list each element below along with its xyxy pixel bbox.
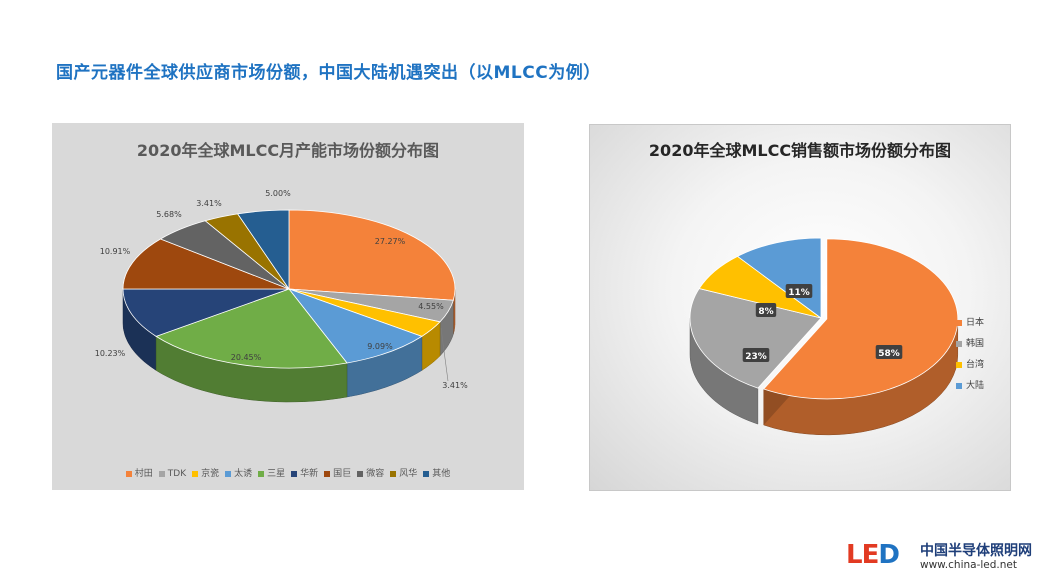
legend-label: 华新 bbox=[300, 469, 319, 479]
legend-item-1: TDK bbox=[158, 469, 187, 479]
pie-slice-6 bbox=[122, 238, 290, 290]
legend-label: 微容 bbox=[366, 469, 385, 479]
legend-label: 村田 bbox=[134, 469, 153, 479]
logo-site-name: 中国半导体照明网 bbox=[920, 543, 1032, 559]
leader-line bbox=[440, 327, 449, 382]
legend-label: 大陆 bbox=[966, 381, 985, 391]
capacity-legend: 村田 TDK 京瓷 太诱 三星 华新 国巨 微容 风华 其他 bbox=[52, 466, 524, 479]
legend-label: 韩国 bbox=[966, 339, 985, 349]
page-headline: 国产元器件全球供应商市场份额，中国大陆机遇突出（以MLCC为例） bbox=[56, 63, 601, 83]
legend-label: 其他 bbox=[432, 469, 451, 479]
legend-swatch bbox=[225, 470, 232, 477]
legend-label: 京瓷 bbox=[201, 469, 220, 479]
legend-item-0: 村田 bbox=[125, 466, 153, 479]
data-label-8: 3.41% bbox=[196, 199, 222, 208]
pie-slice-5 bbox=[122, 288, 290, 337]
legend-swatch bbox=[390, 470, 397, 477]
sales-legend: 日本 韩国 台湾 大陆 bbox=[956, 315, 984, 399]
data-label-2: 8% bbox=[758, 307, 773, 317]
legend-label: 太诱 bbox=[234, 469, 253, 479]
legend-label: 台湾 bbox=[966, 360, 985, 370]
legend-label: 风华 bbox=[399, 469, 418, 479]
data-label-9: 5.00% bbox=[265, 189, 291, 198]
legend-swatch bbox=[158, 470, 165, 477]
logo-site-url: www.china-led.net bbox=[920, 559, 1017, 571]
legend-item-2: 京瓷 bbox=[192, 466, 219, 479]
data-label-0: 27.27% bbox=[375, 237, 406, 246]
chart-title: 2020年全球MLCC销售额市场份额分布图 bbox=[648, 141, 952, 160]
legend-swatch bbox=[125, 470, 132, 477]
pie-slice-0 bbox=[762, 238, 959, 400]
pie-slice-0 bbox=[288, 209, 456, 301]
sales-pie-chart: 58% 23% 8% 11% bbox=[689, 237, 959, 436]
legend-item-9: 其他 bbox=[423, 466, 450, 479]
legend-label: 国巨 bbox=[333, 469, 352, 479]
data-label-box-0 bbox=[875, 345, 903, 359]
legend-swatch bbox=[956, 382, 962, 389]
data-label-5: 10.23% bbox=[95, 349, 126, 358]
china-led-logo: LED 中国半导体照明网 www.china-led.net bbox=[846, 538, 1056, 578]
legend-swatch bbox=[956, 319, 962, 326]
data-label-box-2 bbox=[755, 303, 777, 317]
data-label-4: 20.45% bbox=[231, 353, 262, 362]
data-label-1: 23% bbox=[745, 352, 767, 362]
pie-slice-3 bbox=[287, 288, 423, 364]
data-label-1: 4.55% bbox=[418, 302, 444, 311]
legend-swatch bbox=[956, 361, 962, 368]
data-label-3: 9.09% bbox=[367, 342, 393, 351]
data-label-0: 58% bbox=[878, 349, 900, 359]
data-label-6: 10.91% bbox=[100, 247, 131, 256]
pie-slice-1 bbox=[689, 288, 822, 389]
legend-item-2: 台湾 bbox=[956, 357, 984, 378]
legend-item-0: 日本 bbox=[956, 315, 984, 336]
data-label-7: 5.68% bbox=[156, 210, 182, 219]
chart-title: 2020年全球MLCC月产能市场份额分布图 bbox=[136, 141, 440, 160]
capacity-pie-chart: 27.27% 4.55% 3.41% 9.09% 20.45% 10.23% 10.91% 5… bbox=[95, 189, 468, 403]
legend-swatch bbox=[423, 470, 430, 477]
data-label-2: 3.41% bbox=[442, 381, 468, 390]
legend-label: 三星 bbox=[267, 469, 286, 479]
legend-item-7: 微容 bbox=[357, 466, 384, 479]
legend-item-6: 国巨 bbox=[324, 466, 351, 479]
legend-swatch bbox=[258, 470, 265, 477]
data-label-box-3 bbox=[785, 284, 813, 298]
legend-swatch bbox=[956, 340, 962, 347]
legend-item-3: 太诱 bbox=[225, 466, 252, 479]
legend-swatch bbox=[357, 470, 364, 477]
legend-swatch bbox=[192, 470, 199, 477]
data-label-3: 11% bbox=[788, 288, 810, 298]
pie-slice-9 bbox=[237, 209, 290, 291]
legend-item-5: 华新 bbox=[291, 466, 318, 479]
data-label-box-1 bbox=[742, 348, 770, 362]
legend-item-3: 大陆 bbox=[956, 378, 984, 399]
legend-label: TDK bbox=[167, 469, 187, 479]
pie-slice-4 bbox=[155, 288, 348, 369]
legend-swatch bbox=[291, 470, 298, 477]
legend-label: 日本 bbox=[966, 318, 985, 328]
legend-item-8: 风华 bbox=[390, 466, 417, 479]
monthly-capacity-chart-panel: 2020年全球MLCC月产能市场份额分布图 27.27% 4.55% 3.41% 9.… bbox=[52, 123, 524, 490]
legend-item-4: 三星 bbox=[258, 466, 285, 479]
legend-item-1: 韩国 bbox=[956, 336, 984, 357]
sales-share-chart-panel: 2020年全球MLCC销售额市场份额分布图 58% 23% 8% 11% 日本韩国台湾… bbox=[589, 124, 1011, 491]
led-logo-mark: LED bbox=[846, 540, 900, 570]
legend-swatch bbox=[324, 470, 331, 477]
